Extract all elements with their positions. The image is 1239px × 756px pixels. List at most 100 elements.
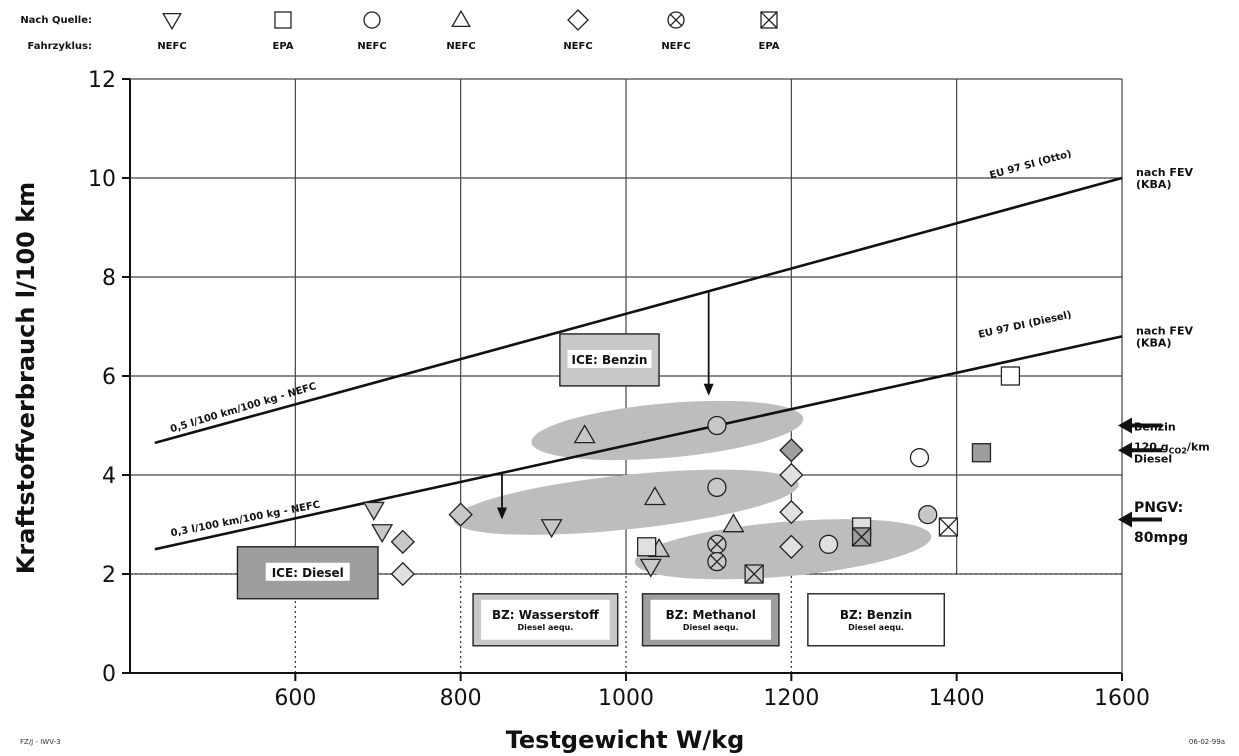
footer-right: 06-02-99a — [1189, 738, 1225, 746]
data-point — [1000, 366, 1021, 386]
legend-marker — [363, 11, 381, 29]
right-annotation-text: Diesel — [1134, 453, 1172, 466]
right-annotation: 120 gCO2/km — [1134, 440, 1210, 455]
legend-marker — [274, 11, 292, 29]
label-box-inner — [650, 599, 771, 640]
arrows — [497, 291, 714, 520]
data-point — [818, 534, 839, 554]
reference-line-source: nach FEV (KBA) — [1136, 166, 1193, 191]
marker-diamond — [448, 502, 473, 527]
legend-cycle-label: EPA — [273, 41, 294, 52]
right-annotation-text: 80mpg — [1134, 530, 1188, 546]
marker-triangle-down — [362, 501, 385, 521]
marker-diamond — [779, 534, 804, 559]
data-point — [707, 551, 727, 572]
marker-triangle-down — [540, 519, 563, 539]
marker-square — [971, 443, 992, 463]
marker-square — [637, 537, 657, 557]
legend-header-cycle: Fahrzyklus: — [27, 41, 92, 52]
right-arrow-head — [1118, 442, 1132, 459]
right-arrow-head — [1118, 417, 1132, 434]
arrow-head — [497, 507, 507, 520]
marker-circle — [707, 477, 727, 498]
legend-header-source: Nach Quelle: — [20, 15, 92, 26]
right-annotation-after: /km — [1187, 440, 1210, 453]
x-tick-label: 800 — [440, 686, 482, 711]
data-point — [390, 529, 415, 554]
reference-line-label: EU 97 SI (Otto) — [989, 149, 1073, 182]
right-arrow-head — [1118, 511, 1132, 528]
marker-diamond — [779, 438, 804, 463]
y-tick-label: 0 — [102, 662, 116, 687]
label-box-subtitle: Diesel aequ. — [848, 623, 904, 632]
legend-marker — [760, 11, 778, 29]
data-point — [779, 499, 804, 525]
y-tick-label: 8 — [102, 266, 116, 291]
marker-cross — [744, 564, 764, 584]
axes: 600 800 1000 1200 1400 1600 0 2 4 6 8 10 12 — [88, 68, 1150, 711]
label-box-inner — [265, 562, 350, 581]
data-point — [639, 558, 662, 578]
data-point — [909, 448, 930, 468]
y-axis-title: Kraftstoffverbrauch l/100 km — [12, 182, 40, 574]
marker-triangle-up — [573, 424, 596, 444]
data-point — [390, 561, 415, 587]
data-point — [540, 519, 563, 539]
x-axis-title: Testgewicht W/kg — [506, 726, 745, 754]
label-box-title: BZ: Wasserstoff — [492, 608, 599, 622]
label-box-title: BZ: Benzin — [840, 608, 912, 622]
right-annotation-text: Benzin — [1134, 421, 1176, 434]
shaded-regions — [453, 400, 932, 580]
marker-cross — [852, 527, 872, 547]
right-annotation-text: PNGV: — [1134, 500, 1183, 516]
marker-circle — [363, 11, 381, 29]
marker-square — [274, 11, 292, 29]
legend: Nach Quelle: Fahrzyklus: NEFC EPA NEFC NEFC NE… — [20, 9, 780, 52]
reference-line-source: nach FEV (KBA) — [1136, 324, 1193, 349]
x-tick-label: 1400 — [929, 686, 985, 711]
marker-cross — [710, 554, 724, 569]
data-point — [851, 527, 872, 547]
data-point — [707, 477, 727, 498]
footer-left: FZ/J - IWV-3 — [20, 738, 61, 746]
arrow-head — [703, 383, 714, 396]
marker-square — [1000, 366, 1021, 386]
x-tick-label: 1600 — [1094, 686, 1150, 711]
marker-cross — [710, 537, 724, 552]
data-points — [362, 366, 1021, 587]
right-annotation-text: 120 g — [1134, 440, 1169, 453]
marker-circle — [909, 448, 930, 468]
label-box-title: BZ: Methanol — [666, 608, 756, 622]
marker-diamond — [779, 499, 804, 525]
data-point — [637, 537, 657, 557]
data-point — [573, 424, 596, 444]
data-point — [779, 438, 804, 463]
marker-triangle-down — [371, 524, 394, 544]
legend-marker — [567, 9, 589, 31]
data-point — [448, 502, 473, 527]
right-annotation: PNGV: — [1134, 500, 1183, 516]
marker-circle — [818, 534, 839, 554]
data-point — [371, 524, 394, 544]
legend-cycle-label: EPA — [759, 41, 780, 52]
right-annotation: 80mpg — [1134, 530, 1188, 546]
y-tick-label: 4 — [102, 464, 116, 489]
legend-cycle-label: NEFC — [446, 41, 475, 52]
marker-cross — [760, 11, 778, 29]
marker-diamond — [779, 462, 804, 488]
data-point — [362, 501, 385, 521]
data-point — [918, 504, 938, 525]
data-point — [707, 534, 727, 554]
marker-circle — [707, 415, 727, 436]
marker-cross — [938, 517, 958, 537]
marker-circle — [918, 504, 938, 525]
right-annotation: Diesel — [1134, 453, 1172, 466]
marker-triangle-up — [451, 9, 471, 28]
marker-triangle-up — [722, 513, 745, 533]
legend-cycle-label: NEFC — [661, 41, 690, 52]
marker-diamond — [390, 561, 415, 587]
label-box-inner — [567, 349, 652, 368]
label-box-inner — [815, 599, 937, 640]
